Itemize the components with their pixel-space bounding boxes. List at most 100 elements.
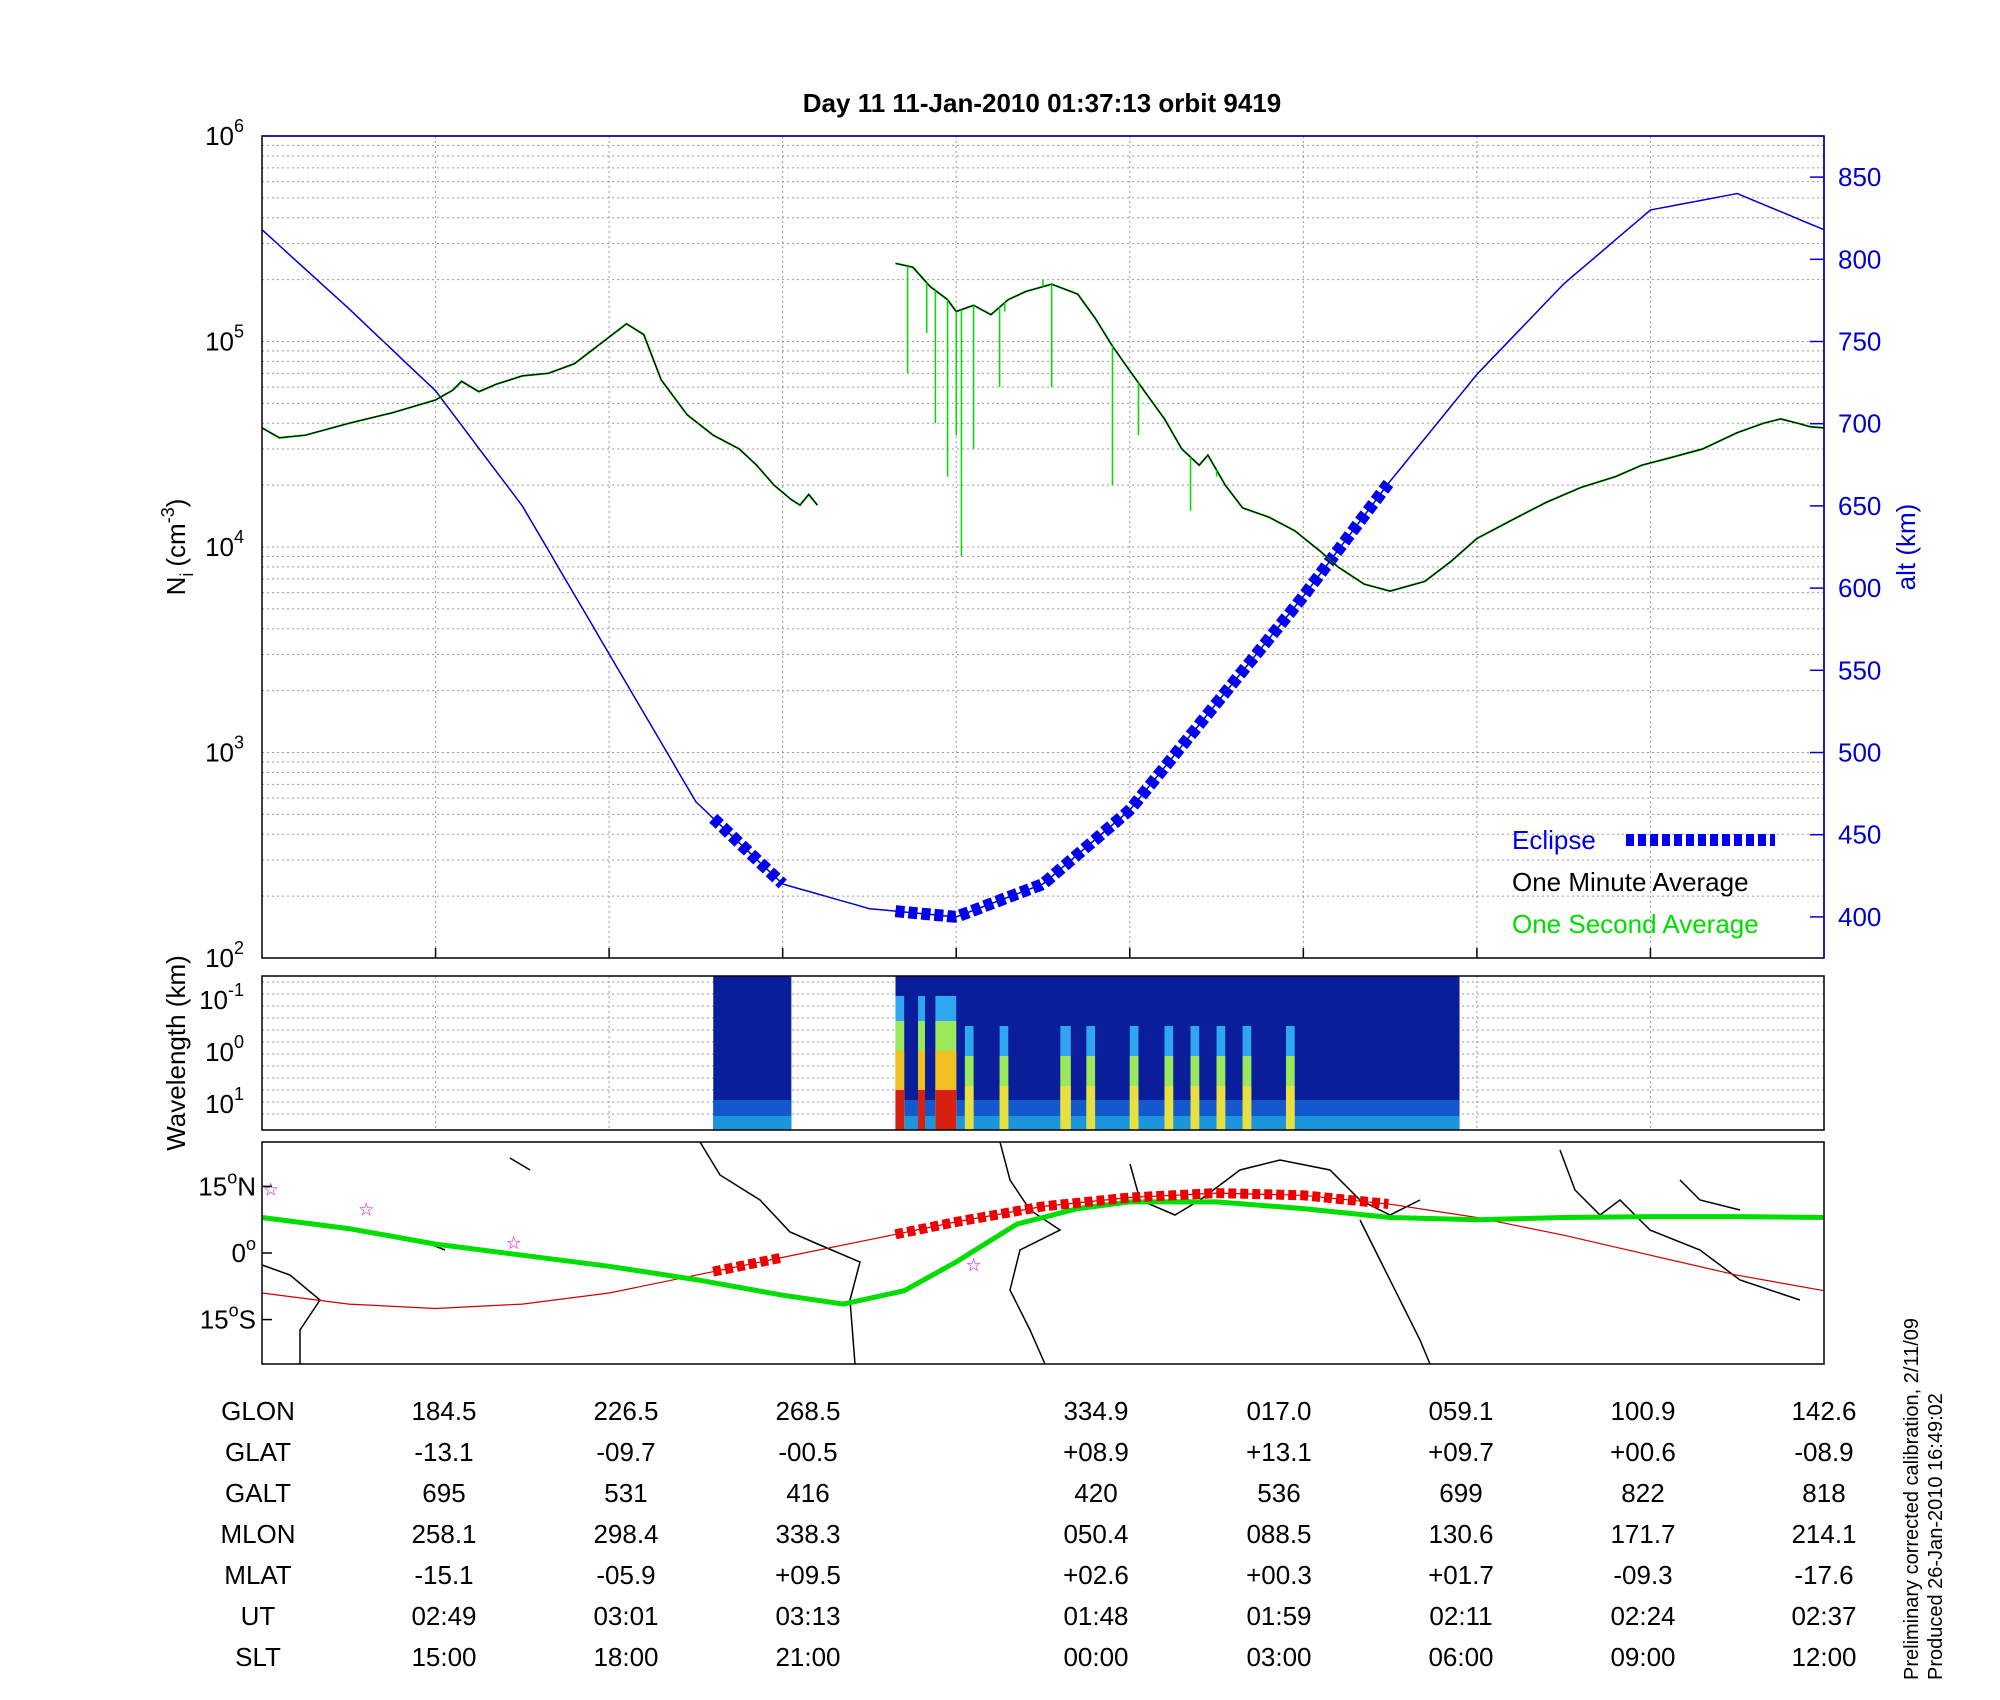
spectrogram-band [1164, 1086, 1174, 1130]
density-ylabel: Ni (cm-3) [158, 499, 197, 596]
table-row-label: GLON [221, 1396, 295, 1426]
spectrogram-band [1242, 1086, 1252, 1130]
table-row-label: UT [241, 1601, 276, 1631]
star-marker: ☆ [358, 1200, 374, 1221]
table-cell: 184.5 [411, 1396, 476, 1426]
one-minute-average-line [895, 262, 1825, 592]
table-cell: 03:00 [1246, 1642, 1311, 1672]
y-tick-label: 15oN [198, 1167, 256, 1201]
spectrogram-bottom-band [895, 1116, 1460, 1130]
table-row-label: MLAT [224, 1560, 292, 1590]
y-tick-label: 105 [205, 322, 244, 357]
eclipse-segment [709, 813, 787, 889]
table-cell: 531 [604, 1478, 647, 1508]
table-cell: 142.6 [1791, 1396, 1856, 1426]
y-tick-label: 104 [205, 527, 244, 562]
y-tick-label: 106 [205, 116, 244, 151]
table-cell: +00.6 [1610, 1437, 1676, 1467]
coastline [261, 1264, 321, 1364]
table-cell: 214.1 [1791, 1519, 1856, 1549]
coastline [1359, 1219, 1431, 1365]
table-cell: 059.1 [1428, 1396, 1493, 1426]
one-second-average-line [261, 322, 819, 507]
table-cell: 01:48 [1063, 1601, 1128, 1631]
density-y-ticks: 102 103 104 105 106 [205, 116, 244, 973]
density-ylabel-sub: i [177, 573, 197, 577]
table-cell: 21:00 [775, 1642, 840, 1672]
wavelength-ylabel: Wavelength (km) [161, 955, 191, 1151]
table-cell: 268.5 [775, 1396, 840, 1426]
track-eclipse-segment [894, 1188, 1389, 1240]
y2-tick-label: 400 [1838, 902, 1881, 932]
y2-tick-label: 650 [1838, 491, 1881, 521]
spectrogram-band [1216, 1086, 1226, 1130]
spectrogram-band [999, 1086, 1009, 1130]
table-row-label: GLAT [225, 1437, 291, 1467]
table-cell: 050.4 [1063, 1519, 1128, 1549]
star-marker: ☆ [966, 1255, 982, 1276]
footer: Preliminary corrected calibration, 2/11/… [1901, 1312, 1947, 1680]
table-cell: 12:00 [1791, 1642, 1856, 1672]
density-series [261, 262, 1825, 593]
table-cell: 334.9 [1063, 1396, 1128, 1426]
coastline [1559, 1149, 1801, 1301]
table-cell: -05.9 [596, 1560, 655, 1590]
spectrogram-band [918, 1090, 925, 1130]
footer-line2: Produced 26-Jan-2010 16:49:02 [1925, 1393, 1947, 1680]
spectrogram-band [964, 1086, 974, 1130]
table-cell: 822 [1621, 1478, 1664, 1508]
table-cell: -08.9 [1794, 1437, 1853, 1467]
table-cell: 100.9 [1610, 1396, 1675, 1426]
table-cell: -15.1 [414, 1560, 473, 1590]
spectrogram-band [935, 1090, 957, 1130]
altitude-line [261, 192, 1825, 918]
table-cell: 420 [1074, 1478, 1117, 1508]
y-tick-label: 100 [205, 1032, 244, 1067]
legend: Eclipse One Minute Average One Second Av… [1512, 825, 1775, 939]
y2-tick-label: 700 [1838, 409, 1881, 439]
density-grid [262, 136, 1824, 959]
star-marker: ☆ [263, 1180, 279, 1201]
table-cell: 171.7 [1610, 1519, 1675, 1549]
table-cell: +13.1 [1246, 1437, 1312, 1467]
y-tick-label: 101 [205, 1084, 244, 1119]
legend-eclipse-label: Eclipse [1512, 825, 1596, 855]
y2-tick-label: 850 [1838, 162, 1881, 192]
table-cell: 09:00 [1610, 1642, 1675, 1672]
table-cell: 18:00 [593, 1642, 658, 1672]
wavelength-frame [261, 975, 1825, 1131]
table-cell: 02:24 [1610, 1601, 1675, 1631]
table-cell: 02:37 [1791, 1601, 1856, 1631]
table-cell: +00.3 [1246, 1560, 1312, 1590]
table-cell: 416 [786, 1478, 829, 1508]
y-tick-label: 103 [205, 733, 244, 768]
table-row-label: SLT [235, 1642, 281, 1672]
footer-line1: Preliminary corrected calibration, 2/11/… [1901, 1318, 1923, 1680]
altitude-curve [261, 192, 1825, 918]
table-cell: 695 [422, 1478, 465, 1508]
y-tick-label: 15oS [200, 1301, 256, 1335]
spectrogram-band [1086, 1086, 1096, 1130]
orbit-table: GLON GLAT GALT MLON MLAT UT SLT 184.5 -13.1 695 25… [220, 1396, 1856, 1672]
density-ylabel-close: ) [161, 499, 191, 508]
coastline [1679, 1179, 1741, 1211]
satellite-track-line [261, 1199, 1825, 1307]
map-y-ticks: 15oN 0o 15oS [198, 1167, 272, 1335]
table-cell: 03:01 [593, 1601, 658, 1631]
table-cell: +02.6 [1063, 1560, 1129, 1590]
map-panel: ☆ ☆ ☆ ☆ 15oN 0o 15oS [198, 1141, 1825, 1365]
y-tick-label: 10-1 [199, 980, 244, 1015]
coastline [999, 1141, 1062, 1365]
y2-tick-label: 800 [1838, 244, 1881, 274]
table-cell: 338.3 [775, 1519, 840, 1549]
table-cell: 088.5 [1246, 1519, 1311, 1549]
table-cell: +09.7 [1428, 1437, 1494, 1467]
density-panel: 102 103 104 105 106 400 450 500 550 600 650 700 750… [158, 116, 1921, 973]
one-second-average-line [895, 262, 1825, 593]
table-cell: -09.7 [596, 1437, 655, 1467]
table-cell: 15:00 [411, 1642, 476, 1672]
star-marker: ☆ [506, 1233, 522, 1254]
table-cell: 00:00 [1063, 1642, 1128, 1672]
y2-tick-label: 750 [1838, 327, 1881, 357]
